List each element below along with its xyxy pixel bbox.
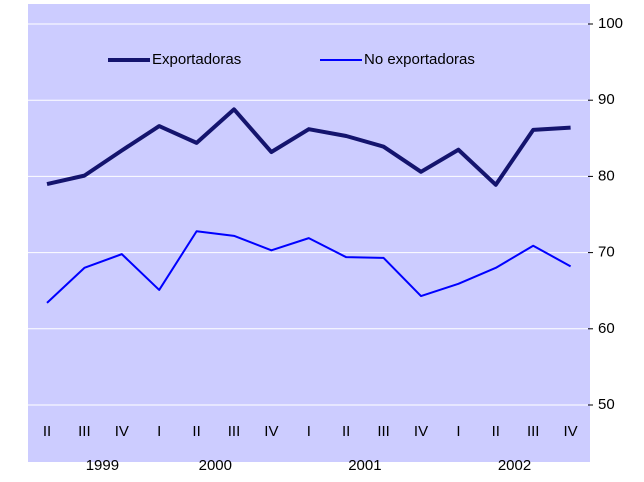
x-tick-label: IV: [564, 423, 578, 440]
year-label: 2002: [498, 457, 531, 474]
legend-label: Exportadoras: [152, 51, 241, 68]
x-tick-label: II: [43, 423, 51, 440]
year-label: 1999: [86, 457, 119, 474]
year-label: 2001: [348, 457, 381, 474]
x-tick-label: I: [456, 423, 460, 440]
x-tick-label: IV: [414, 423, 428, 440]
series-line: [46, 230, 572, 304]
x-tick-label: II: [342, 423, 350, 440]
x-tick-label: II: [192, 423, 200, 440]
legend-label: No exportadoras: [364, 51, 475, 68]
y-tick-label: 90: [598, 91, 615, 108]
y-tick-label: 70: [598, 244, 615, 261]
x-tick-label: IV: [264, 423, 278, 440]
x-tick-label: II: [492, 423, 500, 440]
y-tick-label: 50: [598, 396, 615, 413]
series-line: [46, 107, 571, 187]
x-tick-label: III: [78, 423, 91, 440]
year-label: 2000: [199, 457, 232, 474]
y-tick-label: 100: [598, 15, 623, 32]
y-tick-label: 80: [598, 167, 615, 184]
x-tick-label: IV: [115, 423, 129, 440]
x-tick-label: III: [377, 423, 390, 440]
x-tick-label: III: [527, 423, 540, 440]
x-tick-label: III: [228, 423, 241, 440]
plot-background: [28, 4, 590, 462]
y-tick-label: 60: [598, 320, 615, 337]
x-tick-label: I: [307, 423, 311, 440]
x-tick-label: I: [157, 423, 161, 440]
